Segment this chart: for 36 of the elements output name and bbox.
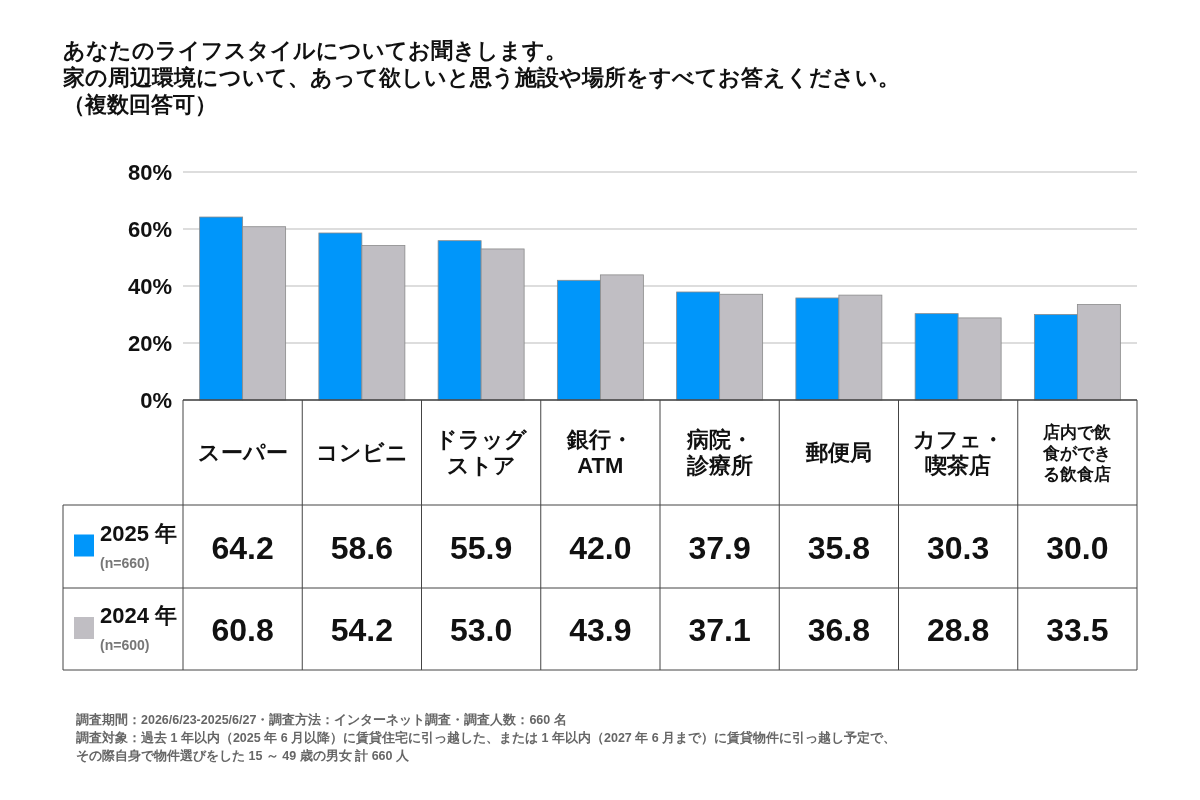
legend-label: 2024 年 (n=600) xyxy=(100,603,178,653)
chart-title: あなたのライフスタイルについてお聞きします。家の周辺環境について、あって欲しいと思う施設や場所をすべてお答えください。 xyxy=(62,38,900,90)
x-tick-label: コンビニ xyxy=(315,440,408,466)
data-label: 30.0 xyxy=(1046,529,1109,566)
x-tick-label: 銀行・ATM xyxy=(566,427,634,479)
data-label: 42.0 xyxy=(569,529,632,566)
x-tick-label: 病院・診療所 xyxy=(685,427,753,479)
y-tick-label: 40% xyxy=(127,274,172,299)
data-label: 36.8 xyxy=(807,612,871,648)
chart-subtitle: （複数回答可） xyxy=(63,92,217,117)
text: 調査対象：過去 1 年以内（2025 年 6 月以降）に賃貸住宅に引っ越した、または 1 年以内（2027 年 6 月まで）に賃貸物件に引っ越し予定で、 xyxy=(76,730,897,745)
text: その際自身で物件選びをした 15 ～ 49 歳の男女 計 660 人 xyxy=(76,748,410,763)
data-label: 33.5 xyxy=(1046,612,1109,648)
x-tick-label: ドラッグストア xyxy=(435,427,528,479)
data-label: 37.1 xyxy=(688,612,751,648)
data-label: 60.8 xyxy=(211,612,274,648)
y-tick-label: 20% xyxy=(127,331,172,356)
x-tick-label: スーパー xyxy=(197,440,288,466)
y-tick-label: 0% xyxy=(140,388,172,413)
text: 調査期間：2026/6/23-2025/6/27・調査方法：インターネット調査・調査人数：660 名 xyxy=(76,712,567,727)
x-tick-label: カフェ・喫茶店 xyxy=(912,427,1004,479)
y-tick-label: 80% xyxy=(127,160,172,185)
x-tick-label: 郵便局 xyxy=(804,440,872,466)
data-label: 28.8 xyxy=(926,612,990,648)
data-label: 43.9 xyxy=(569,612,632,648)
data-label: 37.9 xyxy=(688,529,751,566)
y-tick-label: 60% xyxy=(127,217,172,242)
legend-label: 2025 年 (n=660) xyxy=(100,520,178,571)
data-label: 53.0 xyxy=(449,612,513,648)
data-label: 55.9 xyxy=(449,529,513,566)
data-label: 30.3 xyxy=(926,529,990,566)
data-label: 54.2 xyxy=(330,612,394,648)
data-label: 35.8 xyxy=(807,529,871,566)
data-label: 64.2 xyxy=(211,529,274,566)
x-tick-label: 店内で飲食ができる飲食店 xyxy=(1042,422,1113,484)
data-label: 58.6 xyxy=(330,529,394,566)
